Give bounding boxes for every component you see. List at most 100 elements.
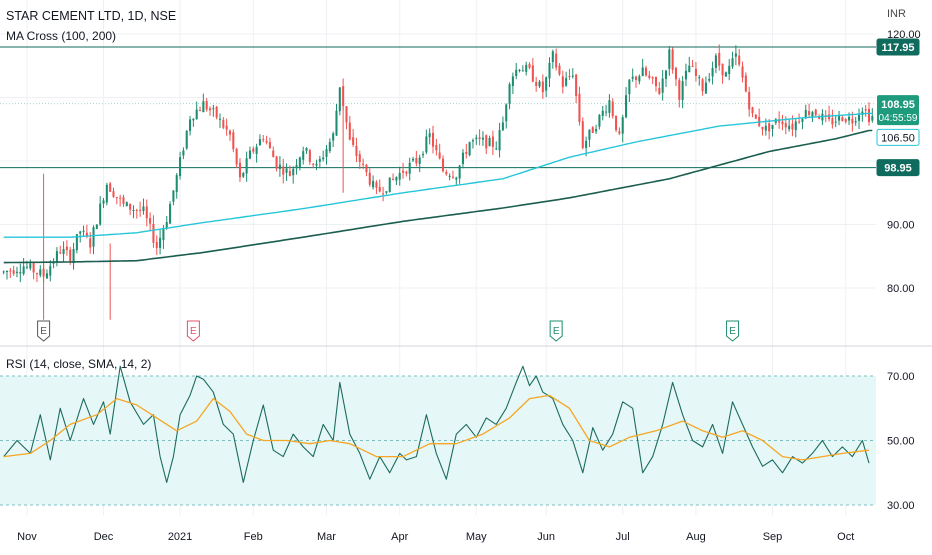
candle-body[interactable] bbox=[348, 122, 351, 140]
candle-body[interactable] bbox=[352, 137, 355, 145]
candle-body[interactable] bbox=[595, 128, 598, 132]
candle-body[interactable] bbox=[741, 66, 744, 78]
candle-body[interactable] bbox=[245, 158, 248, 174]
candle-body[interactable] bbox=[491, 136, 494, 147]
candle-body[interactable] bbox=[511, 76, 514, 87]
candle-body[interactable] bbox=[342, 86, 345, 106]
candle-body[interactable] bbox=[495, 148, 498, 150]
candle-body[interactable] bbox=[611, 101, 614, 117]
candle-body[interactable] bbox=[488, 138, 491, 146]
candle-body[interactable] bbox=[65, 246, 68, 251]
candle-body[interactable] bbox=[142, 206, 145, 211]
candle-body[interactable] bbox=[644, 67, 648, 76]
candle-body[interactable] bbox=[525, 64, 528, 72]
candle-body[interactable] bbox=[212, 108, 215, 110]
ma100-line[interactable] bbox=[3, 112, 873, 238]
candle-body[interactable] bbox=[305, 147, 308, 151]
candle-body[interactable] bbox=[714, 55, 717, 68]
earnings-marker[interactable]: E bbox=[186, 320, 200, 342]
candle-body[interactable] bbox=[232, 132, 235, 150]
candle-body[interactable] bbox=[521, 70, 524, 72]
candle-body[interactable] bbox=[648, 75, 651, 78]
moving-averages[interactable] bbox=[3, 112, 873, 264]
candle-body[interactable] bbox=[95, 224, 98, 229]
candle-body[interactable] bbox=[22, 266, 25, 274]
candle-body[interactable] bbox=[262, 139, 265, 141]
candle-body[interactable] bbox=[445, 171, 448, 175]
candle-body[interactable] bbox=[325, 149, 328, 157]
candle-body[interactable] bbox=[172, 190, 175, 202]
candle-body[interactable] bbox=[501, 122, 504, 131]
candle-body[interactable] bbox=[421, 153, 425, 156]
candle-body[interactable] bbox=[192, 118, 195, 121]
candle-body[interactable] bbox=[69, 249, 72, 262]
candle-body[interactable] bbox=[362, 163, 365, 165]
candle-body[interactable] bbox=[575, 74, 578, 97]
candle-body[interactable] bbox=[658, 88, 661, 94]
candle-body[interactable] bbox=[848, 116, 851, 121]
candle-body[interactable] bbox=[548, 62, 551, 79]
candle-body[interactable] bbox=[49, 266, 52, 276]
candle-body[interactable] bbox=[731, 58, 734, 67]
candle-body[interactable] bbox=[322, 157, 325, 160]
candle-body[interactable] bbox=[255, 146, 258, 154]
candle-body[interactable] bbox=[428, 133, 431, 138]
candle-body[interactable] bbox=[135, 209, 138, 211]
candle-body[interactable] bbox=[471, 140, 474, 142]
candle-body[interactable] bbox=[298, 157, 301, 168]
candle-body[interactable] bbox=[119, 197, 122, 199]
candle-body[interactable] bbox=[608, 100, 611, 113]
candle-body[interactable] bbox=[588, 129, 591, 140]
candle-body[interactable] bbox=[402, 170, 405, 173]
candle-body[interactable] bbox=[458, 165, 461, 179]
candle-body[interactable] bbox=[811, 112, 814, 118]
candle-body[interactable] bbox=[568, 76, 571, 78]
candle-body[interactable] bbox=[92, 227, 95, 247]
candle-body[interactable] bbox=[684, 70, 687, 80]
candle-body[interactable] bbox=[112, 191, 115, 197]
candle-body[interactable] bbox=[691, 65, 694, 67]
candle-body[interactable] bbox=[202, 101, 205, 113]
candle-body[interactable] bbox=[857, 114, 861, 121]
earnings-marker[interactable]: E bbox=[549, 320, 563, 342]
candle-body[interactable] bbox=[169, 204, 172, 224]
candle-body[interactable] bbox=[215, 106, 218, 118]
candle-body[interactable] bbox=[728, 65, 731, 75]
candle-body[interactable] bbox=[332, 133, 335, 141]
candle-body[interactable] bbox=[744, 75, 747, 92]
candle-body[interactable] bbox=[25, 266, 28, 268]
candle-body[interactable] bbox=[149, 217, 152, 224]
candle-body[interactable] bbox=[478, 137, 481, 140]
candle-body[interactable] bbox=[738, 55, 741, 65]
candle-body[interactable] bbox=[688, 65, 691, 73]
candle-body[interactable] bbox=[418, 157, 421, 164]
candle-body[interactable] bbox=[242, 172, 245, 177]
candle-body[interactable] bbox=[238, 162, 242, 178]
candle-body[interactable] bbox=[358, 154, 361, 162]
candle-body[interactable] bbox=[748, 91, 751, 110]
candle-body[interactable] bbox=[794, 121, 797, 131]
candle-body[interactable] bbox=[208, 108, 212, 111]
candle-body[interactable] bbox=[12, 270, 15, 274]
candle-body[interactable] bbox=[9, 270, 12, 272]
candle-body[interactable] bbox=[838, 115, 841, 121]
candle-body[interactable] bbox=[415, 158, 418, 164]
candle-body[interactable] bbox=[631, 76, 634, 79]
candle-body[interactable] bbox=[704, 82, 707, 94]
candle-body[interactable] bbox=[671, 49, 674, 70]
candle-body[interactable] bbox=[804, 109, 807, 119]
candle-body[interactable] bbox=[431, 132, 435, 147]
candle-body[interactable] bbox=[258, 139, 261, 146]
candle-body[interactable] bbox=[268, 142, 271, 149]
candle-body[interactable] bbox=[318, 159, 321, 162]
candle-body[interactable] bbox=[265, 140, 268, 143]
candle-body[interactable] bbox=[561, 76, 564, 88]
candle-body[interactable] bbox=[844, 119, 847, 122]
candle-body[interactable] bbox=[761, 126, 764, 130]
candle-body[interactable] bbox=[355, 145, 358, 156]
candle-body[interactable] bbox=[179, 157, 182, 177]
candle-body[interactable] bbox=[398, 172, 401, 180]
candle-body[interactable] bbox=[701, 79, 704, 92]
candle-body[interactable] bbox=[628, 79, 631, 95]
